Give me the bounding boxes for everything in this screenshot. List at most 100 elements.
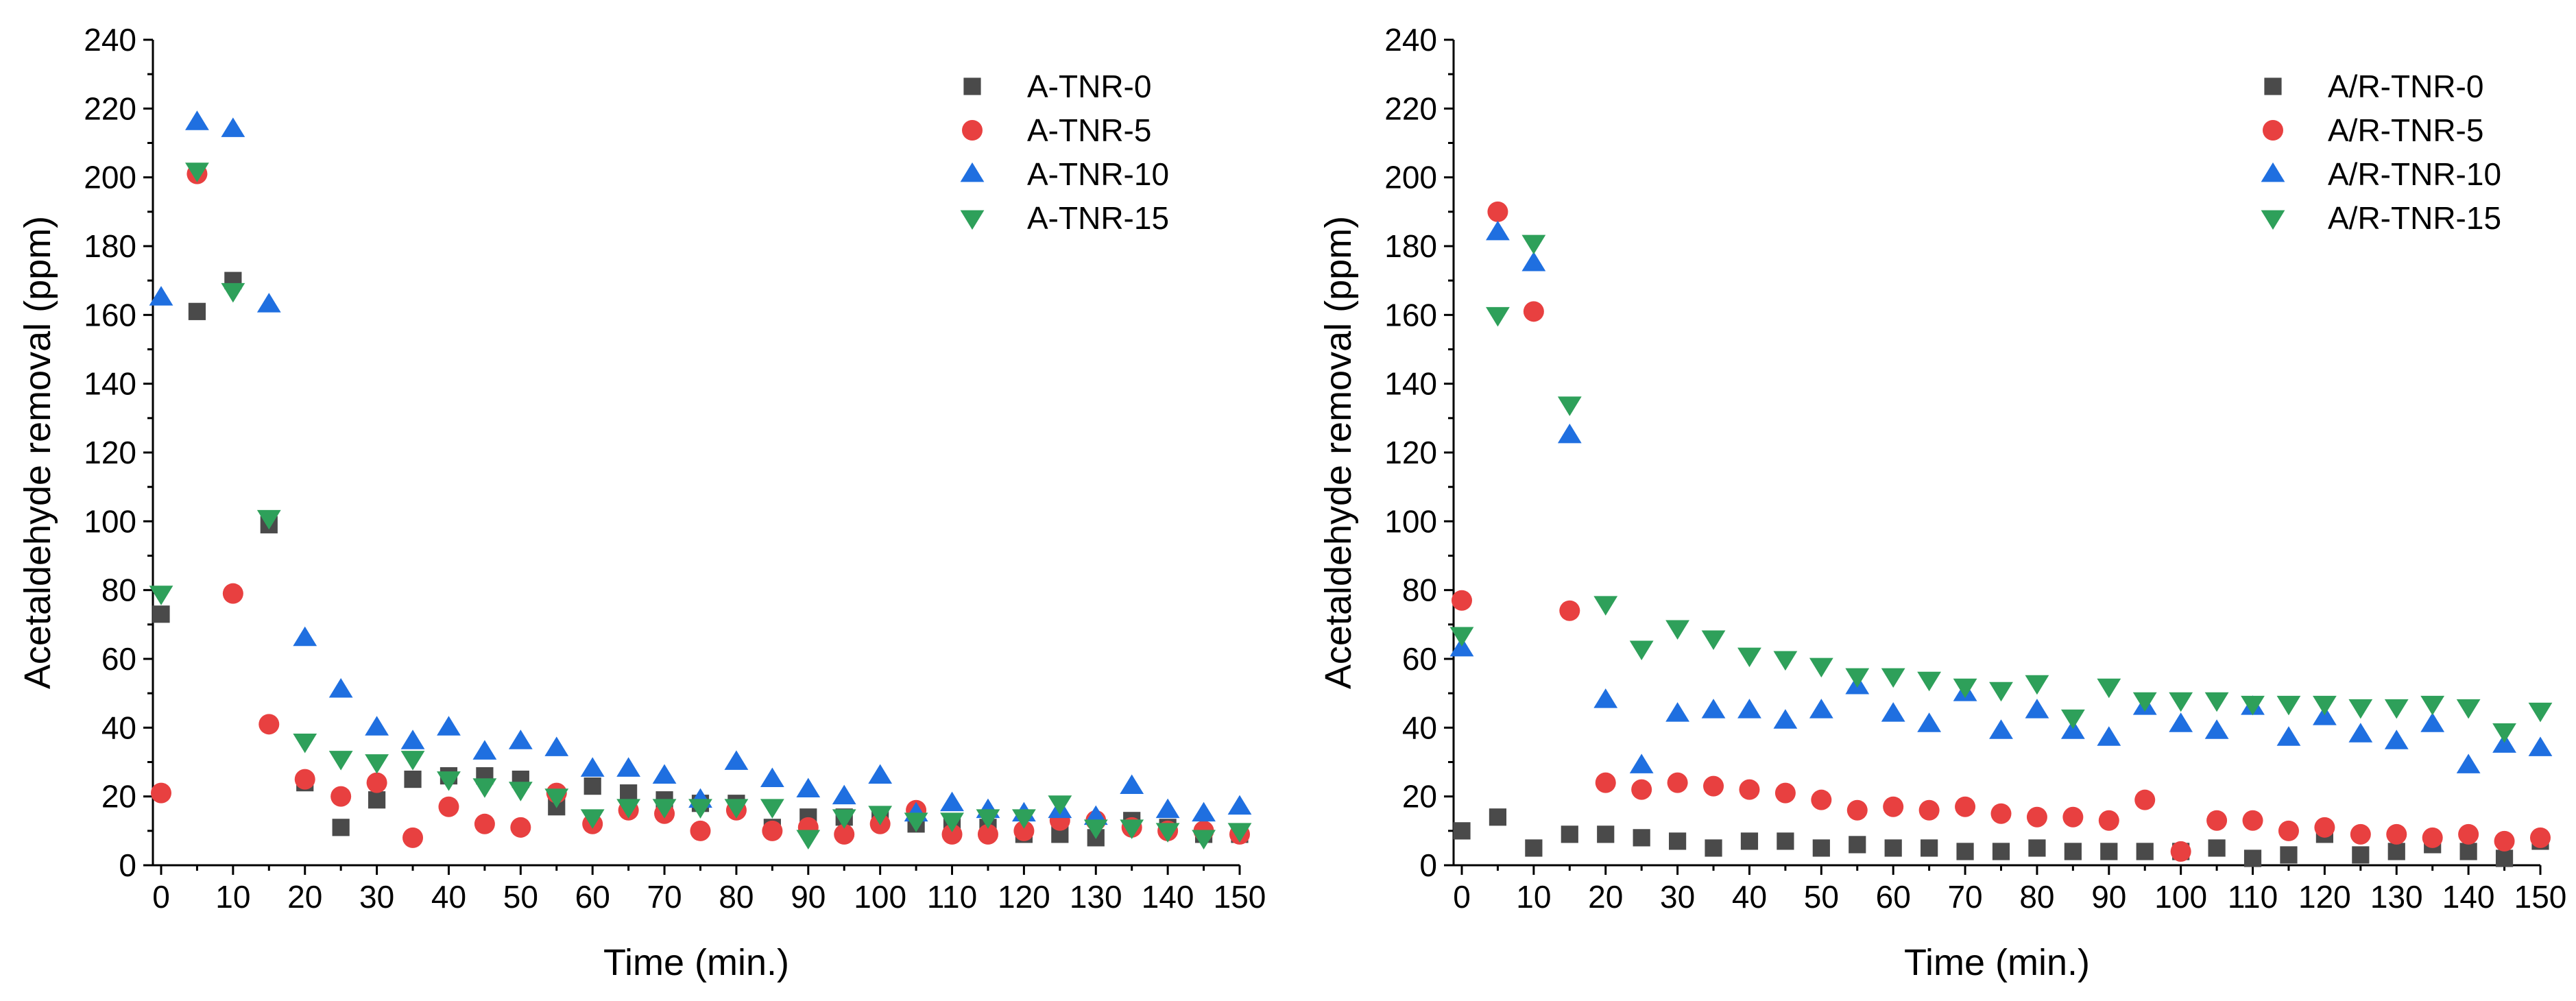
data-point xyxy=(583,777,601,795)
data-point xyxy=(2134,789,2156,810)
data-point xyxy=(652,799,677,819)
data-point xyxy=(1809,699,1833,719)
data-point xyxy=(1705,839,1722,857)
data-point xyxy=(2280,846,2298,864)
data-point xyxy=(1737,699,1761,719)
x-tick-label: 70 xyxy=(1947,879,1982,915)
data-point xyxy=(1523,301,1544,322)
data-point xyxy=(1013,820,1035,841)
data-point xyxy=(185,162,209,182)
data-point xyxy=(1489,808,1507,826)
y-tick-label: 100 xyxy=(1384,503,1437,539)
series-A-TNR-5 xyxy=(151,163,1250,848)
x-tick-label: 60 xyxy=(575,879,610,915)
data-point xyxy=(2456,753,2481,773)
legend-marker xyxy=(962,120,983,141)
y-tick-label: 240 xyxy=(84,22,136,58)
data-point xyxy=(724,799,749,819)
data-point xyxy=(2169,712,2193,732)
data-point xyxy=(256,509,281,530)
data-point xyxy=(2132,692,2157,712)
data-point xyxy=(1849,836,1866,854)
y-tick-label: 60 xyxy=(1402,641,1437,677)
y-tick-label: 0 xyxy=(119,847,136,883)
y-tick-label: 140 xyxy=(1384,366,1437,402)
data-point xyxy=(508,729,533,749)
data-point xyxy=(1453,822,1471,840)
data-point xyxy=(832,784,856,805)
data-point xyxy=(2387,843,2405,860)
data-point xyxy=(2276,726,2301,746)
data-point xyxy=(1120,774,1144,795)
data-point xyxy=(2492,723,2516,743)
data-point xyxy=(2313,705,2337,725)
data-point xyxy=(1120,819,1144,839)
y-tick-label: 180 xyxy=(1384,228,1437,264)
data-point xyxy=(2384,699,2409,719)
data-point xyxy=(1449,636,1474,657)
data-point xyxy=(1665,620,1689,640)
legend-marker xyxy=(960,162,985,182)
data-point xyxy=(1703,775,1724,797)
data-point xyxy=(2422,827,2443,848)
data-point xyxy=(2242,810,2263,831)
data-point xyxy=(2352,846,2370,864)
data-point xyxy=(1559,600,1580,621)
data-point xyxy=(1557,423,1582,444)
x-tick-label: 50 xyxy=(503,879,538,915)
y-tick-label: 200 xyxy=(84,160,136,195)
data-point xyxy=(2097,678,2121,699)
chart-panel-1: 0 20 40 60 80 100 120 140 160 180 200 220 240 0 10 20 30… xyxy=(17,22,1266,983)
y-tick-label: 20 xyxy=(1402,779,1437,815)
data-point xyxy=(2064,843,2082,860)
data-point xyxy=(1452,590,1472,611)
data-point xyxy=(616,799,641,819)
x-tick-label: 30 xyxy=(1660,879,1695,915)
data-point xyxy=(258,714,280,735)
x-tick-label: 120 xyxy=(998,879,1050,915)
data-point xyxy=(1486,220,1510,241)
x-tick-label: 50 xyxy=(1804,879,1839,915)
data-point xyxy=(437,771,461,791)
data-point xyxy=(1192,830,1216,849)
data-point xyxy=(402,827,424,848)
x-tick-label: 140 xyxy=(2442,879,2495,915)
data-point xyxy=(941,823,963,845)
legend-marker xyxy=(2261,210,2285,230)
x-tick-label: 90 xyxy=(2091,879,2126,915)
legend-marker xyxy=(2263,120,2283,141)
series-A/R-TNR-5 xyxy=(1452,201,2551,862)
data-point xyxy=(580,809,605,829)
legend-entry-label: A/R-TNR-5 xyxy=(2328,112,2483,148)
data-point xyxy=(2459,843,2477,860)
data-point xyxy=(1192,801,1216,822)
data-point xyxy=(904,812,928,832)
x-tick-label: 130 xyxy=(1070,879,1122,915)
data-point xyxy=(1667,772,1688,793)
data-point xyxy=(2528,736,2553,756)
data-point xyxy=(1777,832,1794,850)
data-point xyxy=(1739,779,1760,800)
data-point xyxy=(940,812,964,832)
data-point xyxy=(2204,719,2229,739)
y-tick-label: 40 xyxy=(1402,710,1437,745)
x-tick-label: 60 xyxy=(1876,879,1911,915)
x-tick-label: 70 xyxy=(647,879,682,915)
data-point xyxy=(1989,682,2013,702)
data-point xyxy=(688,799,712,819)
data-point xyxy=(760,799,784,819)
data-point xyxy=(328,751,353,771)
data-point xyxy=(760,767,784,787)
x-tick-label: 130 xyxy=(2370,879,2423,915)
x-tick-label: 40 xyxy=(1732,879,1767,915)
x-tick-label: 110 xyxy=(927,879,977,915)
data-point xyxy=(1917,671,1942,692)
data-point xyxy=(2204,692,2229,712)
data-point xyxy=(2278,820,2299,841)
legend-entry-label: A/R-TNR-15 xyxy=(2328,200,2501,236)
data-point xyxy=(1989,719,2013,739)
data-point xyxy=(1740,832,1759,850)
data-point xyxy=(149,586,173,605)
data-point xyxy=(400,729,425,749)
data-point xyxy=(2060,719,2085,739)
